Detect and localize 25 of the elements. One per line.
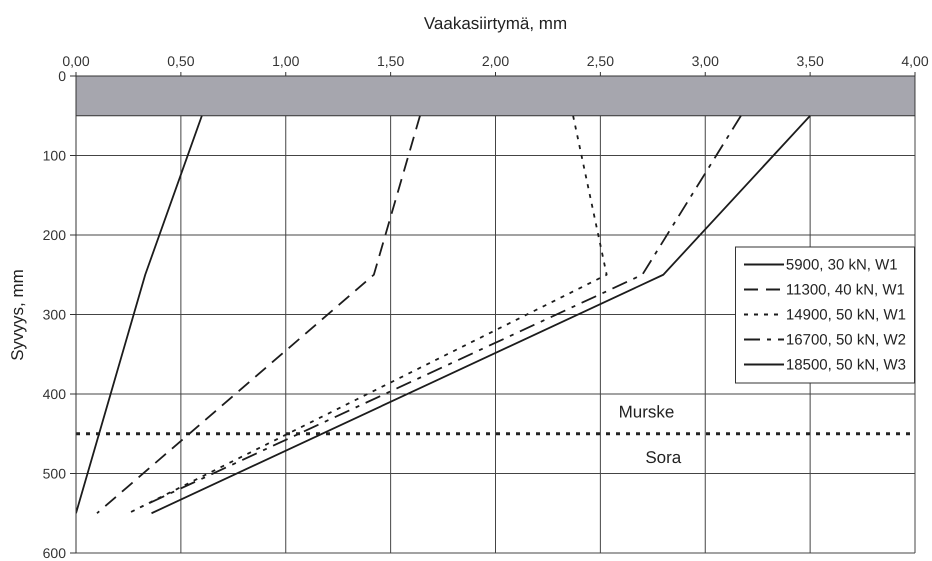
y-tick-label: 400: [42, 386, 66, 402]
y-tick-label: 600: [42, 544, 66, 561]
x-tick-label: 0,00: [62, 53, 90, 69]
x-tick-label: 0,50: [167, 53, 195, 69]
y-tick-label: 0: [58, 68, 66, 84]
x-tick-label: 1,00: [272, 53, 300, 69]
x-tick-label: 3,50: [796, 53, 824, 69]
y-tick-label: 500: [42, 465, 66, 482]
x-tick-label: 1,50: [377, 53, 404, 69]
x-tick-label: 3,00: [692, 53, 720, 69]
y-axis-title: Syvyys, mm: [8, 268, 28, 360]
y-tick-label: 100: [42, 147, 66, 164]
x-tick-label: 2,00: [482, 53, 510, 69]
ref-line-label: Murske: [618, 402, 674, 422]
legend-label: 5900, 30 kN, W1: [786, 256, 898, 273]
legend-label: 11300, 40 kN, W1: [786, 281, 905, 298]
y-tick-label: 300: [42, 306, 66, 322]
legend-label: 16700, 50 kN, W2: [786, 331, 906, 348]
annotation: Sora: [645, 448, 682, 468]
legend-label: 18500, 50 kN, W3: [786, 356, 906, 373]
x-axis-title: Vaakasiirtymä, mm: [422, 14, 568, 34]
x-tick-label: 2,50: [586, 53, 614, 69]
y-tick-label: 200: [42, 226, 66, 243]
x-tick-label: 4,00: [901, 53, 929, 69]
legend-label: 14900, 50 kN, W1: [786, 306, 906, 323]
